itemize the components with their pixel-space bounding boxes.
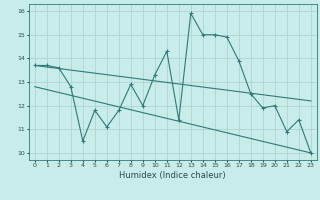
X-axis label: Humidex (Indice chaleur): Humidex (Indice chaleur)	[119, 171, 226, 180]
